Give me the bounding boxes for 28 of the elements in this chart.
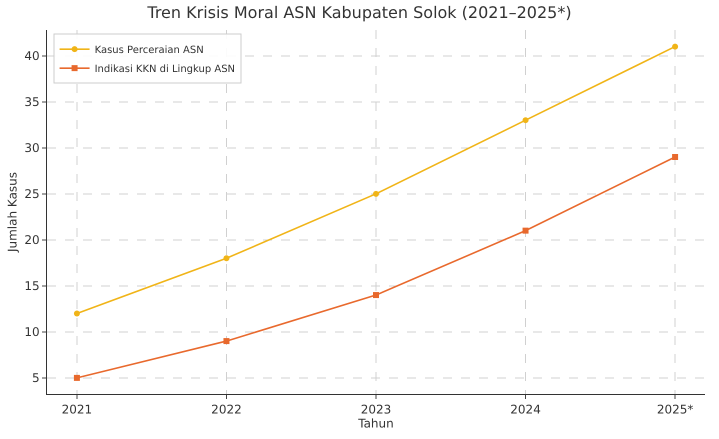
chart-title: Tren Krisis Moral ASN Kabupaten Solok (2021–2025*) xyxy=(146,2,572,22)
x-axis-title: Tahun xyxy=(357,416,394,430)
x-tick-label: 2021 xyxy=(62,402,92,416)
y-tick-label: 10 xyxy=(24,325,40,340)
y-tick-label: 25 xyxy=(24,187,40,202)
point xyxy=(672,154,678,160)
point xyxy=(373,292,379,298)
point xyxy=(223,338,230,344)
y-tick-label: 35 xyxy=(24,94,40,109)
y-tick-label: 5 xyxy=(32,371,40,386)
x-tick-label: 2022 xyxy=(211,402,242,416)
y-tick-label: 15 xyxy=(24,279,40,294)
y-axis-title: Jumlah Kasus xyxy=(6,172,20,254)
legend-label: Kasus Perceraian ASN xyxy=(94,45,204,56)
y-tick-label: 30 xyxy=(24,141,40,156)
point xyxy=(373,190,379,197)
point xyxy=(522,228,529,234)
point xyxy=(672,44,678,50)
x-tick-label: 2024 xyxy=(510,402,541,416)
x-tick-label: 2025* xyxy=(656,402,694,416)
x-tick-label: 2023 xyxy=(360,402,392,416)
legend-label: Indikasi KKN di Lingkup ASN xyxy=(94,64,236,76)
y-tick-label: 40 xyxy=(24,48,40,63)
point xyxy=(522,117,529,124)
y-tick-label: 20 xyxy=(24,233,40,248)
point xyxy=(223,255,230,262)
point xyxy=(74,374,80,381)
point xyxy=(74,310,80,316)
